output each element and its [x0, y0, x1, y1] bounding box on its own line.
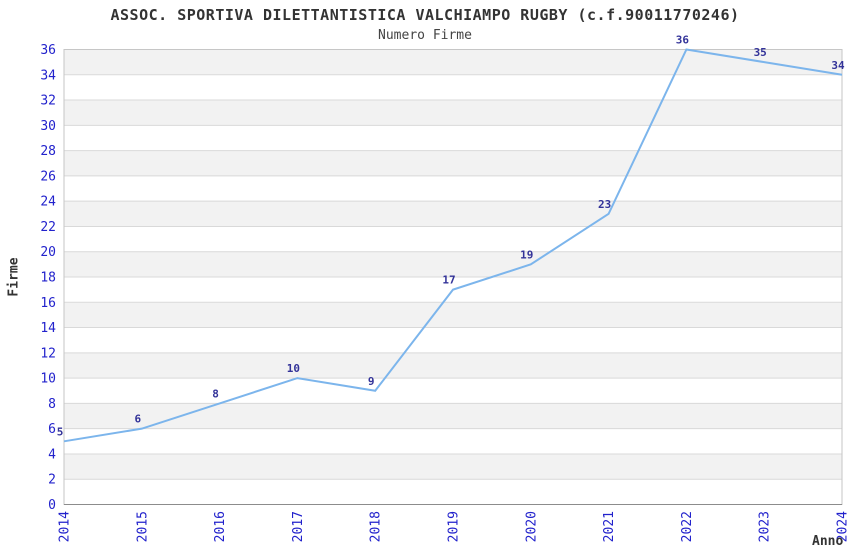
plot-band: [64, 453, 842, 480]
chart-subtitle: Numero Firme: [378, 28, 472, 43]
data-label: 10: [287, 362, 300, 375]
y-tick-label: 10: [40, 372, 56, 387]
x-tick-label: 2018: [369, 511, 384, 542]
plot-band: [64, 352, 842, 379]
y-tick-label: 36: [40, 43, 56, 58]
chart-title: ASSOC. SPORTIVA DILETTANTISTICA VALCHIAM…: [110, 6, 740, 24]
x-tick-label: 2022: [680, 511, 695, 542]
plot-band: [64, 150, 842, 176]
plot-band: [64, 403, 842, 429]
y-tick-label: 6: [48, 422, 56, 437]
x-tick-label: 2021: [602, 511, 617, 542]
data-label: 9: [368, 375, 375, 388]
x-tick-label: 2019: [447, 511, 462, 542]
data-label: 6: [134, 413, 141, 426]
data-label: 23: [598, 198, 611, 211]
x-tick-label: 2014: [58, 511, 73, 542]
x-tick-label: 2015: [135, 511, 150, 542]
x-axis-title: Anno: [812, 534, 844, 549]
y-tick-label: 24: [40, 195, 56, 210]
x-tick-label: 2016: [213, 511, 228, 542]
x-tick-label: 2023: [758, 511, 773, 542]
data-label: 36: [676, 34, 690, 47]
data-label: 5: [57, 425, 64, 438]
y-tick-label: 26: [40, 169, 56, 184]
data-label: 19: [520, 248, 533, 261]
y-tick-label: 22: [40, 220, 56, 235]
data-label: 8: [212, 387, 219, 400]
x-tick-label: 2024: [836, 511, 850, 542]
y-tick-label: 20: [40, 245, 56, 260]
data-label: 17: [442, 274, 455, 287]
x-tick-label: 2017: [291, 511, 306, 542]
y-tick-label: 0: [48, 498, 56, 513]
y-tick-label: 2: [48, 473, 56, 488]
y-tick-label: 4: [48, 447, 56, 462]
series-line: [63, 48, 843, 443]
plot-band: [64, 302, 842, 328]
data-label: 35: [754, 46, 767, 59]
y-tick-label: 14: [40, 321, 56, 336]
x-tick-label: 2020: [524, 511, 539, 542]
data-label: 34: [831, 59, 845, 72]
y-tick-label: 16: [40, 296, 56, 311]
plot-band: [64, 100, 842, 126]
y-tick-label: 8: [48, 397, 56, 412]
y-tick-label: 18: [40, 271, 56, 286]
plot-band: [64, 49, 842, 75]
y-axis-title: Firme: [6, 257, 22, 297]
y-tick-label: 12: [40, 346, 56, 361]
y-tick-label: 34: [40, 68, 56, 83]
plot-band: [64, 251, 842, 277]
y-tick-label: 30: [40, 119, 56, 134]
plot-band: [64, 201, 842, 227]
y-tick-label: 28: [40, 144, 56, 159]
y-tick-label: 32: [40, 94, 56, 109]
